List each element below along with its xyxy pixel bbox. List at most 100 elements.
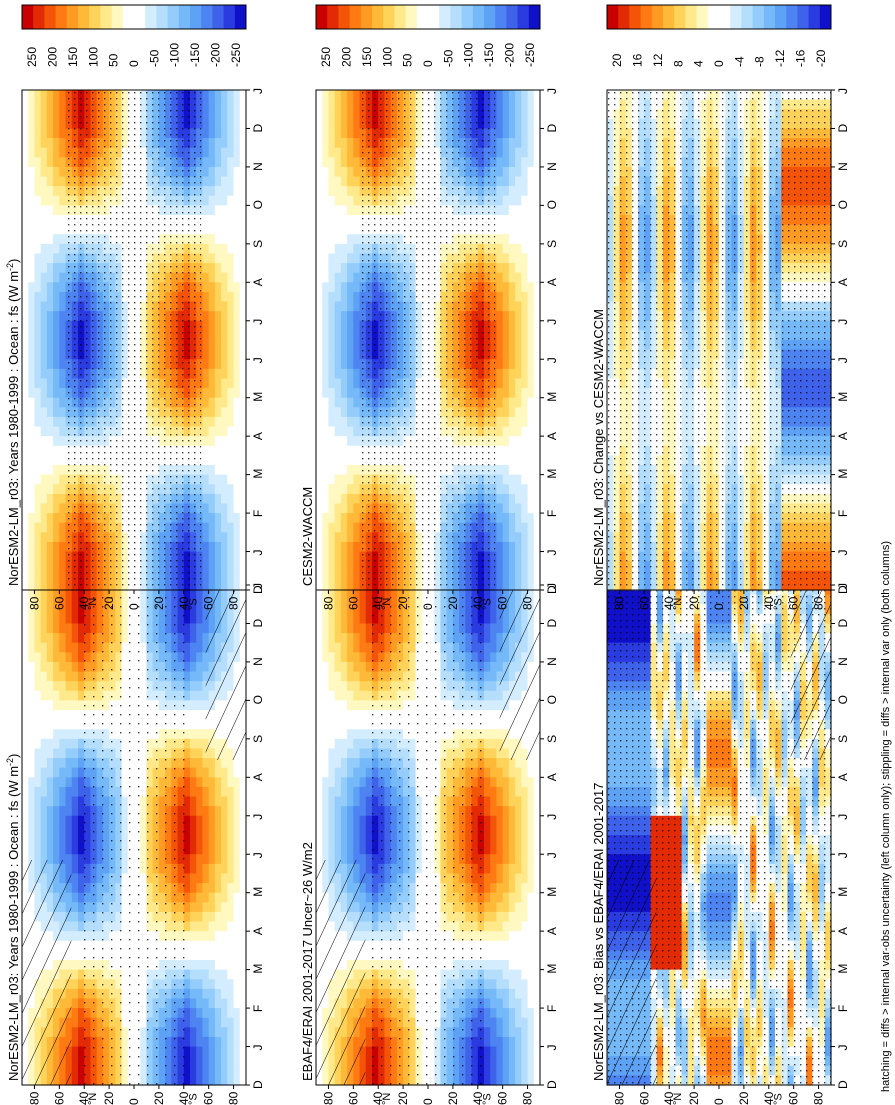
heatmap-cell (202, 786, 210, 798)
heatmap-cell (202, 911, 210, 923)
heatmap-cell (316, 594, 323, 605)
heatmap-cell (221, 960, 228, 971)
heatmap-cell (347, 767, 354, 778)
heatmap-cell (316, 652, 323, 663)
heatmap-cell (221, 455, 228, 466)
heatmap-cell (214, 90, 222, 101)
heatmap-cell (196, 623, 204, 634)
heatmap-cell (53, 416, 60, 428)
heatmap-cell (59, 330, 67, 341)
heatmap-cell (233, 397, 241, 408)
heatmap-cell (227, 541, 235, 553)
heatmap-cell (53, 320, 60, 331)
heatmap-cell (28, 445, 36, 456)
heatmap-cell (22, 407, 29, 418)
heatmap-cell (22, 388, 29, 399)
heatmap-cell (239, 301, 247, 312)
heatmap-cell (190, 758, 197, 769)
heatmap-cell (65, 710, 73, 721)
heatmap-cell (22, 90, 29, 101)
heatmap-cell (239, 166, 247, 178)
heatmap-cell (214, 863, 222, 875)
heatmap-cell (34, 224, 42, 235)
heatmap-cell (28, 786, 36, 798)
heatmap-cell (202, 1046, 210, 1057)
heatmap-cell (71, 690, 79, 701)
heatmap-cell (40, 474, 48, 485)
heatmap-cell (328, 710, 336, 721)
heatmap-cell (233, 320, 241, 331)
heatmap-cell (53, 551, 60, 562)
heatmap-cell (208, 138, 216, 149)
heatmap-cell (34, 359, 42, 370)
heatmap-cell (347, 719, 354, 730)
heatmap-cell (40, 118, 48, 130)
heatmap-cell (227, 243, 235, 255)
heatmap-cell (214, 349, 222, 360)
lat-tick-label: 20 (102, 1091, 116, 1105)
heatmap-cell (190, 719, 197, 730)
heatmap-cell (208, 998, 216, 1009)
heatmap-cell (59, 513, 67, 524)
heatmap-cell (347, 748, 354, 759)
heatmap-cell (59, 681, 67, 692)
heatmap-cell (233, 570, 241, 581)
heatmap-cell (233, 407, 241, 418)
heatmap-cell (202, 883, 210, 894)
heatmap-cell (202, 561, 210, 572)
heatmap-cell (208, 465, 216, 476)
heatmap-cell (239, 349, 247, 360)
heatmap-cell (334, 796, 342, 807)
heatmap-cell (227, 777, 235, 788)
heatmap-cell (365, 738, 373, 750)
heatmap-cell (22, 330, 29, 341)
heatmap-cell (322, 738, 330, 750)
heatmap-cell (233, 253, 241, 264)
heatmap-cell (334, 623, 342, 634)
heatmap-cell (59, 436, 67, 447)
heatmap-cell (347, 825, 354, 836)
lat-tick-label: 40 (77, 596, 91, 610)
heatmap-cell (40, 359, 48, 370)
heatmap-cell (22, 806, 29, 817)
heatmap-cell (22, 253, 29, 264)
heatmap-cell (34, 777, 42, 788)
heatmap-cell (214, 1046, 222, 1057)
heatmap-cell (239, 815, 247, 826)
heatmap-cell (40, 311, 48, 322)
heatmap-cell (59, 690, 67, 701)
heatmap-cell (40, 532, 48, 543)
heatmap-cell (53, 503, 60, 514)
heatmap-cell (221, 503, 228, 514)
heatmap-cell (65, 748, 73, 759)
heatmap-cell (239, 157, 247, 168)
heatmap-cell (65, 719, 73, 730)
heatmap-cell (208, 455, 216, 466)
heatmap-cell (59, 388, 67, 399)
panel-title-main: NorESM2-LM_r03: Years 1980-1999 : Ocean … (6, 766, 21, 1081)
heatmap-cell (334, 633, 342, 644)
lat-tick-label: 40 (177, 1091, 191, 1105)
heatmap-cell (59, 426, 67, 437)
heatmap-cell (328, 796, 336, 807)
colorbar-swatch (190, 5, 202, 29)
heatmap-cell (221, 263, 228, 274)
heatmap-cell (46, 815, 54, 826)
heatmap-cell (227, 854, 235, 865)
heatmap-cell (71, 854, 79, 865)
heatmap-cell (22, 445, 29, 456)
heatmap-cell (202, 205, 210, 216)
heatmap-cell (328, 729, 336, 740)
heatmap-cell (227, 503, 235, 514)
heatmap-cell (46, 513, 54, 524)
heatmap-cell (233, 503, 241, 514)
heatmap-cell (59, 767, 67, 778)
heatmap-cell (233, 758, 241, 769)
heatmap-cell (227, 176, 235, 187)
heatmap-cell (214, 551, 222, 562)
heatmap-cell (221, 90, 228, 101)
heatmap-cell (227, 118, 235, 130)
heatmap-cell (53, 311, 60, 322)
heatmap-cell (239, 806, 247, 817)
colorbar-tick-label: -100 (168, 43, 182, 67)
